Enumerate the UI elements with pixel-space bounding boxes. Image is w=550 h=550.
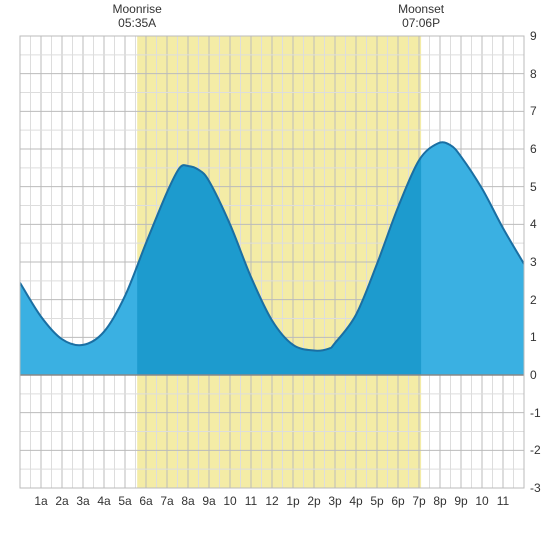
- x-tick: 11: [493, 494, 513, 508]
- x-tick: 3a: [73, 494, 93, 508]
- x-tick: 10: [220, 494, 240, 508]
- y-tick: -2: [530, 443, 541, 457]
- y-tick: 3: [530, 255, 537, 269]
- x-tick: 7a: [157, 494, 177, 508]
- y-tick: 2: [530, 293, 537, 307]
- y-tick: -3: [530, 481, 541, 495]
- x-tick: 2p: [304, 494, 324, 508]
- x-tick: 6p: [388, 494, 408, 508]
- x-tick: 9a: [199, 494, 219, 508]
- plot-area: [0, 0, 550, 550]
- x-tick: 1a: [31, 494, 51, 508]
- x-tick: 9p: [451, 494, 471, 508]
- tide-chart: Moonrise 05:35A Moonset 07:06P -3-2-1012…: [0, 0, 550, 550]
- x-tick: 5p: [367, 494, 387, 508]
- y-tick: 6: [530, 142, 537, 156]
- x-tick: 7p: [409, 494, 429, 508]
- y-tick: 1: [530, 330, 537, 344]
- y-tick: 7: [530, 104, 537, 118]
- y-tick: 8: [530, 67, 537, 81]
- y-tick: 5: [530, 180, 537, 194]
- x-tick: 5a: [115, 494, 135, 508]
- x-tick: 8p: [430, 494, 450, 508]
- x-tick: 4a: [94, 494, 114, 508]
- y-tick: 0: [530, 368, 537, 382]
- x-tick: 11: [241, 494, 261, 508]
- y-tick: -1: [530, 406, 541, 420]
- x-tick: 3p: [325, 494, 345, 508]
- x-tick: 4p: [346, 494, 366, 508]
- x-tick: 8a: [178, 494, 198, 508]
- x-tick: 1p: [283, 494, 303, 508]
- y-tick: 4: [530, 217, 537, 231]
- x-tick: 2a: [52, 494, 72, 508]
- x-tick: 12: [262, 494, 282, 508]
- x-tick: 10: [472, 494, 492, 508]
- x-tick: 6a: [136, 494, 156, 508]
- y-tick: 9: [530, 29, 537, 43]
